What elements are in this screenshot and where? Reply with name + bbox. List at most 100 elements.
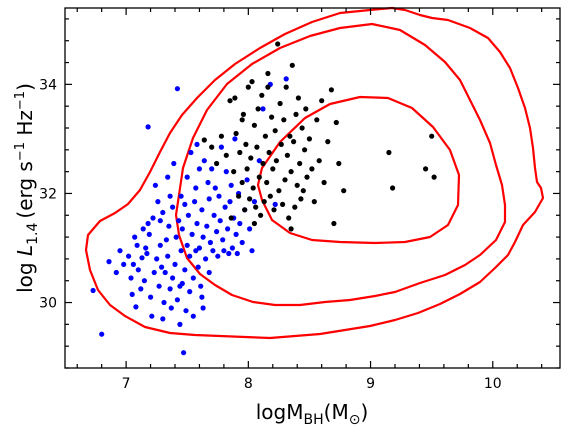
data-point xyxy=(128,275,134,281)
y-tick-label: 34 xyxy=(39,77,57,93)
data-point xyxy=(201,137,207,143)
x-axis-label: logMBH(M⊙) xyxy=(256,400,369,428)
data-point xyxy=(277,100,283,107)
data-point xyxy=(251,199,257,205)
data-point xyxy=(248,155,254,161)
data-point xyxy=(227,98,233,104)
data-point xyxy=(129,291,135,297)
data-point xyxy=(265,84,271,90)
data-point xyxy=(239,239,245,246)
data-point xyxy=(239,117,245,123)
data-point xyxy=(194,220,200,227)
data-point xyxy=(207,239,213,246)
data-point xyxy=(249,248,255,254)
data-point xyxy=(429,133,435,139)
data-point xyxy=(295,95,301,101)
data-point xyxy=(311,199,317,205)
data-point xyxy=(160,209,166,216)
data-point xyxy=(221,248,227,254)
data-point xyxy=(178,193,184,199)
data-point xyxy=(259,92,265,98)
data-point xyxy=(210,248,216,254)
data-point xyxy=(135,267,141,273)
x-tick-label: 7 xyxy=(122,376,131,392)
data-point xyxy=(270,166,276,172)
data-point xyxy=(237,220,243,227)
data-point xyxy=(126,253,132,259)
data-point xyxy=(236,193,242,199)
data-point xyxy=(237,149,243,156)
data-point xyxy=(260,160,266,167)
data-point xyxy=(227,199,233,205)
data-point xyxy=(231,169,237,175)
data-point xyxy=(333,119,339,126)
data-point xyxy=(294,182,300,188)
data-point xyxy=(281,117,287,123)
data-point xyxy=(188,149,194,156)
data-point xyxy=(187,253,193,259)
x-tick-label: 8 xyxy=(244,376,253,392)
data-point xyxy=(240,111,246,117)
data-point xyxy=(242,207,248,213)
data-point xyxy=(258,212,264,218)
data-point xyxy=(209,166,215,172)
data-point xyxy=(140,226,146,232)
data-point xyxy=(193,185,199,191)
data-point xyxy=(331,220,337,227)
data-point xyxy=(179,226,185,232)
data-point xyxy=(256,158,262,164)
data-point xyxy=(163,237,169,243)
data-point xyxy=(165,174,171,180)
data-point xyxy=(201,158,207,164)
data-point xyxy=(196,245,202,251)
x-tick-label: 10 xyxy=(484,376,502,392)
data-point xyxy=(182,267,188,273)
data-point xyxy=(162,269,168,276)
data-point xyxy=(261,199,267,205)
data-point xyxy=(247,196,253,202)
data-point xyxy=(244,166,250,172)
data-point xyxy=(203,256,209,262)
data-point xyxy=(222,204,228,210)
data-point xyxy=(138,286,144,292)
data-point xyxy=(149,313,155,319)
data-point xyxy=(155,199,161,205)
data-point xyxy=(156,283,162,289)
data-point xyxy=(288,226,294,232)
x-tick-label: 9 xyxy=(366,376,375,392)
data-point xyxy=(211,212,217,218)
data-point xyxy=(195,264,201,270)
data-point xyxy=(280,201,286,207)
data-point xyxy=(309,166,315,172)
data-points xyxy=(90,41,437,356)
data-point xyxy=(193,248,199,254)
data-point xyxy=(160,316,166,322)
data-point xyxy=(214,160,220,167)
data-point xyxy=(267,193,273,199)
data-point xyxy=(148,294,154,300)
data-point xyxy=(139,255,145,261)
data-point xyxy=(254,144,260,150)
data-point xyxy=(152,182,158,188)
data-point xyxy=(146,231,152,237)
data-point xyxy=(157,242,163,248)
y-tick-label: 32 xyxy=(39,186,57,202)
data-point xyxy=(166,223,172,229)
data-point xyxy=(192,199,198,205)
data-point xyxy=(239,179,245,186)
data-point xyxy=(173,234,179,240)
data-point xyxy=(177,321,183,327)
y-axis-label: log L1.4(erg s−1 Hz−1) xyxy=(13,83,41,293)
data-point xyxy=(184,242,190,248)
data-point xyxy=(262,133,268,139)
data-point xyxy=(278,141,284,147)
data-point xyxy=(220,237,226,243)
data-point xyxy=(293,111,299,117)
data-point xyxy=(216,193,222,199)
y-tick-label: 30 xyxy=(39,296,57,312)
data-point xyxy=(286,215,292,221)
data-point xyxy=(106,259,112,265)
data-point xyxy=(170,275,176,281)
data-point xyxy=(183,308,189,314)
